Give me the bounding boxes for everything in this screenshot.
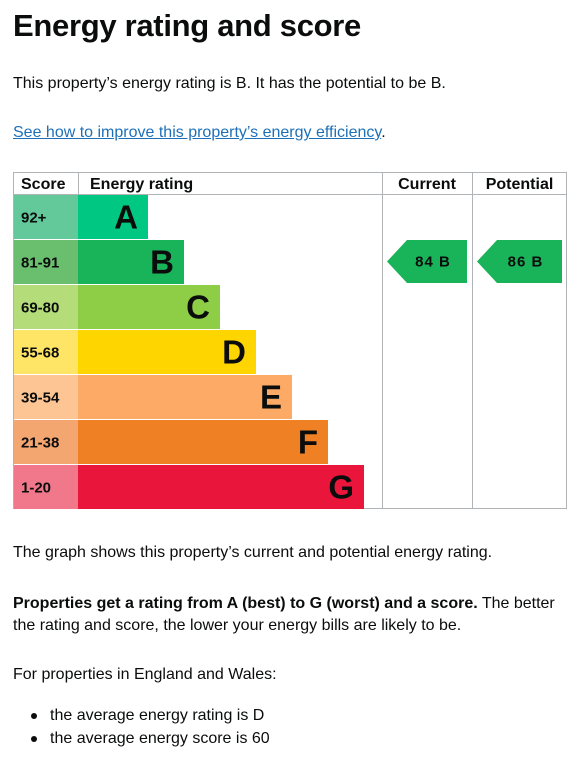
score-label: 21-38 (21, 435, 59, 452)
current-header: Current (398, 176, 456, 193)
rating-letter: C (186, 289, 210, 326)
rating-bar-e (78, 375, 292, 419)
rating-explanation-rest: The better the rating and score, the low… (13, 595, 555, 634)
rating-bar-b (78, 240, 184, 284)
score-cell-g (14, 465, 78, 509)
score-label: 39-54 (21, 390, 60, 407)
rating-bar-f (78, 420, 328, 464)
score-label: 92+ (21, 210, 47, 227)
potential-arrow (477, 240, 562, 283)
current-rating-label: 84 B (415, 254, 451, 271)
rating-letter: B (150, 244, 174, 281)
rating-bar-d (78, 330, 256, 374)
list-item: the average energy rating is D (13, 704, 270, 727)
score-cell-d (14, 330, 78, 374)
page-title: Energy rating and score (13, 8, 361, 43)
score-cell-b (14, 240, 78, 284)
score-cell-c (14, 285, 78, 329)
rating-bar-c (78, 285, 220, 329)
rating-letter: D (222, 334, 246, 371)
score-cell-e (14, 375, 78, 419)
score-cell-a (14, 195, 78, 239)
current-arrow (387, 240, 467, 283)
rating-letter: A (114, 199, 138, 236)
rating-explanation-bold: Properties get a rating from A (best) to… (13, 595, 478, 612)
score-label: 55-68 (21, 345, 59, 362)
score-header: Score (21, 176, 66, 193)
rating-bar-g (78, 465, 364, 509)
score-label: 1-20 (21, 480, 51, 497)
list-item: the average energy score is 60 (13, 727, 270, 750)
score-label: 69-80 (21, 300, 59, 317)
potential-rating-label: 86 B (508, 254, 544, 271)
rating-summary: This property’s energy rating is B. It h… (13, 75, 446, 92)
graph-description: The graph shows this property’s current … (13, 544, 493, 561)
rating-letter: E (260, 379, 282, 416)
link-period: . (381, 124, 386, 141)
epc-rating-chart: Score Energy rating Current Potential 92+ A 81… (13, 172, 567, 509)
rating-explanation: Properties get a rating from A (best) to… (13, 593, 573, 637)
rating-bar-a (78, 195, 148, 239)
potential-header: Potential (486, 176, 554, 193)
averages-list: the average energy rating is D the avera… (13, 704, 270, 750)
rating-header: Energy rating (90, 176, 193, 193)
score-label: 81-91 (21, 255, 59, 272)
score-cell-f (14, 420, 78, 464)
rating-letter: F (298, 424, 318, 461)
improve-link-row: See how to improve this property’s energ… (13, 122, 573, 144)
rating-letter: G (328, 469, 354, 506)
improve-efficiency-link[interactable]: See how to improve this property’s energ… (13, 124, 382, 141)
region-intro: For properties in England and Wales: (13, 666, 277, 683)
